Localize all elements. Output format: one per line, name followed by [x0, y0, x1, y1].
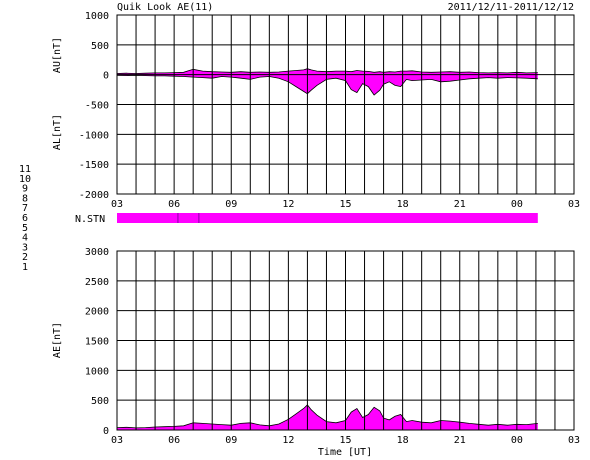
x-tick-label: 21	[454, 435, 466, 446]
y-tick-label: 1500	[85, 337, 109, 348]
x-tick-label: 09	[225, 199, 237, 210]
chart-title: Quik Look AE(11)	[117, 2, 213, 13]
x-tick-label: 15	[339, 199, 351, 210]
y-tick-label: 0	[103, 71, 109, 82]
y-tick-label: 2500	[85, 277, 109, 288]
legend-station-4: 4	[22, 233, 28, 244]
y-tick-label: -1500	[79, 160, 109, 171]
legend-station-2: 2	[22, 252, 28, 263]
x-tick-label: 12	[282, 199, 294, 210]
series-line-1	[116, 74, 538, 96]
y-tick-label: -1000	[79, 130, 109, 141]
date-range: 2011/12/11-2011/12/12	[448, 2, 574, 13]
x-axis-title: Time [UT]	[318, 447, 372, 458]
y-tick-label: 1000	[85, 366, 109, 377]
legend-station-1: 1	[22, 262, 28, 273]
ae-axis-label: AE[nT]	[52, 322, 63, 358]
legend-station-8: 8	[22, 193, 28, 204]
al-axis-label: AL[nT]	[52, 114, 63, 150]
x-tick-label: 21	[454, 199, 466, 210]
x-tick-label: 03	[111, 435, 123, 446]
legend-station-3: 3	[22, 242, 28, 253]
x-tick-label: 00	[511, 199, 523, 210]
y-tick-label: 0	[103, 426, 109, 437]
legend-station-11: 11	[19, 164, 31, 175]
x-tick-label: 12	[282, 435, 294, 446]
y-tick-label: -500	[85, 101, 109, 112]
legend-station-6: 6	[22, 213, 28, 224]
x-tick-label: 03	[111, 199, 123, 210]
y-tick-label: -2000	[79, 190, 109, 201]
nstn-label: N.STN	[75, 214, 105, 225]
nstn-fill	[117, 213, 538, 223]
au-axis-label: AU[nT]	[52, 37, 63, 73]
x-tick-label: 18	[397, 199, 409, 210]
series-line-0	[116, 404, 538, 429]
x-tick-label: 03	[568, 435, 580, 446]
series-line-0	[116, 68, 538, 74]
y-tick-label: 1000	[85, 11, 109, 22]
x-tick-label: 06	[168, 199, 180, 210]
plot-frame	[116, 250, 575, 431]
x-tick-label: 09	[225, 435, 237, 446]
x-tick-label: 03	[568, 199, 580, 210]
area-fill-series-1	[117, 74, 538, 95]
legend-station-5: 5	[22, 223, 28, 234]
legend-station-10: 10	[19, 174, 31, 185]
area-fill-series-0	[117, 404, 538, 430]
y-tick-label: 2000	[85, 307, 109, 318]
x-tick-label: 18	[397, 435, 409, 446]
x-tick-label: 06	[168, 435, 180, 446]
plot-frame	[116, 14, 575, 195]
nstn-bar	[117, 213, 538, 223]
legend-station-7: 7	[22, 203, 28, 214]
x-tick-label: 15	[339, 435, 351, 446]
x-tick-label: 00	[511, 435, 523, 446]
y-tick-label: 3000	[85, 247, 109, 258]
legend-station-9: 9	[22, 184, 28, 195]
y-tick-label: 500	[91, 396, 109, 407]
y-tick-label: 500	[91, 41, 109, 52]
